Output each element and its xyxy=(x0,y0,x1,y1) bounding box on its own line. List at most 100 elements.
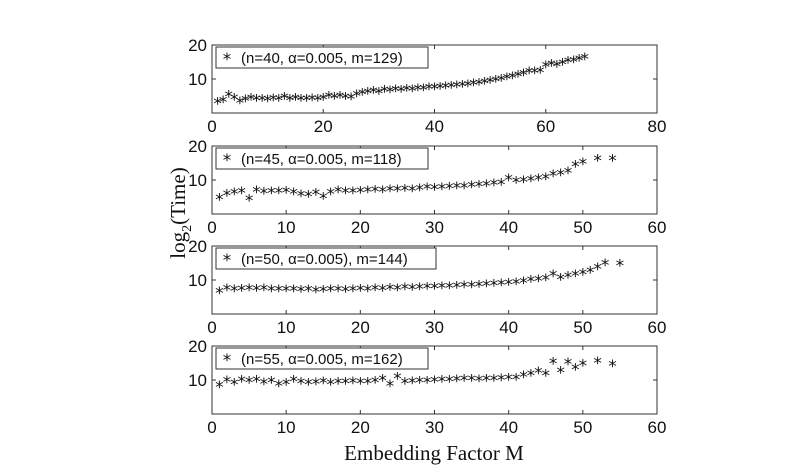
data-point: * xyxy=(575,51,584,71)
data-point: * xyxy=(475,177,484,197)
data-point: * xyxy=(237,184,246,204)
data-point: * xyxy=(215,191,224,211)
data-point: * xyxy=(289,185,298,205)
data-point: * xyxy=(237,282,246,302)
data-point: * xyxy=(393,369,402,389)
data-point: * xyxy=(556,166,565,186)
data-point: * xyxy=(558,55,567,75)
y-tick-label: 10 xyxy=(188,171,207,190)
data-point: * xyxy=(330,89,339,109)
data-point: * xyxy=(530,64,539,84)
data-point: * xyxy=(237,372,246,392)
data-point: * xyxy=(504,371,513,391)
data-point: * xyxy=(341,184,350,204)
data-point: * xyxy=(438,373,447,393)
data-point: * xyxy=(445,179,454,199)
data-point: * xyxy=(527,172,536,192)
data-point: * xyxy=(458,77,467,97)
data-point: * xyxy=(430,373,439,393)
data-point: * xyxy=(564,164,573,184)
data-point: * xyxy=(252,92,261,112)
data-point: * xyxy=(219,93,228,113)
x-tick-label: 0 xyxy=(207,117,216,136)
data-point: * xyxy=(375,84,384,104)
legend: * (n=55, α=0.005, m=162) xyxy=(215,347,429,371)
x-tick-label: 20 xyxy=(351,218,370,237)
data-point: * xyxy=(564,355,573,375)
data-point: * xyxy=(308,91,317,111)
legend-label: (n=40, α=0.005, m=129) xyxy=(241,50,403,67)
x-tick-label: 40 xyxy=(499,218,518,237)
data-point: * xyxy=(490,176,499,196)
data-point: * xyxy=(490,372,499,392)
data-point: * xyxy=(401,374,410,394)
data-point: * xyxy=(391,82,400,102)
legend-box xyxy=(215,147,429,170)
data-point: * xyxy=(223,281,232,301)
x-tick-label: 60 xyxy=(536,117,555,136)
data-point: * xyxy=(269,91,278,111)
data-point: * xyxy=(230,282,239,302)
data-point: * xyxy=(356,282,365,302)
data-point: * xyxy=(326,375,335,395)
data-point: * xyxy=(453,179,462,199)
data-point: * xyxy=(447,78,456,98)
data-point: * xyxy=(291,91,300,111)
data-point: * xyxy=(569,53,578,73)
data-point: * xyxy=(549,354,558,374)
legend: * (n=50, α=0.005), m=144) xyxy=(215,247,437,271)
data-point: * xyxy=(336,89,345,109)
data-point: * xyxy=(319,283,328,303)
data-point: * xyxy=(467,278,476,298)
data-point: * xyxy=(486,74,495,94)
y-axis-label-rest: (Time) xyxy=(166,167,190,225)
data-point: * xyxy=(469,76,478,96)
data-point: * xyxy=(616,256,625,276)
x-tick-label: 40 xyxy=(499,418,518,437)
data-point: * xyxy=(527,273,536,293)
data-point: * xyxy=(319,90,328,110)
data-point: * xyxy=(334,183,343,203)
data-point: * xyxy=(223,373,232,393)
data-point: * xyxy=(371,183,380,203)
data-point: * xyxy=(579,155,588,175)
data-point: * xyxy=(542,58,551,78)
data-point: * xyxy=(213,94,222,114)
data-point: * xyxy=(304,282,313,302)
legend-label: (n=55, α=0.005, m=162) xyxy=(241,351,403,368)
data-point: * xyxy=(460,278,469,298)
data-point: * xyxy=(423,374,432,394)
x-tick-label: 50 xyxy=(573,418,592,437)
data-point: * xyxy=(282,376,291,396)
data-point: * xyxy=(467,178,476,198)
data-point: * xyxy=(475,277,484,297)
x-tick-label: 60 xyxy=(648,318,667,337)
legend-marker: * xyxy=(223,251,232,271)
data-point: * xyxy=(319,189,328,209)
data-point: * xyxy=(275,184,284,204)
data-point: * xyxy=(571,360,580,380)
data-point: * xyxy=(378,282,387,302)
data-point: * xyxy=(475,372,484,392)
x-tick-label: 10 xyxy=(277,218,296,237)
data-point: * xyxy=(491,72,500,92)
data-point: * xyxy=(297,283,306,303)
data-point: * xyxy=(312,185,321,205)
data-point: * xyxy=(556,271,565,291)
data-point: * xyxy=(480,74,489,94)
panel-3: 0 10 20 30 40 50 60 10 20 * (n=50, α=0.005), m=144… xyxy=(188,237,666,337)
data-point: * xyxy=(508,69,517,89)
x-tick-label: 60 xyxy=(648,418,667,437)
data-point: * xyxy=(380,83,389,103)
x-tick-label: 0 xyxy=(207,318,216,337)
data-point: * xyxy=(347,90,356,110)
y-axis-label-main: log xyxy=(166,231,190,258)
data-point: * xyxy=(438,180,447,200)
data-point: * xyxy=(497,371,506,391)
data-point: * xyxy=(304,376,313,396)
legend-box xyxy=(215,247,437,270)
data-point: * xyxy=(349,184,358,204)
data-point: * xyxy=(275,282,284,302)
legend-label: (n=50, α=0.005), m=144) xyxy=(241,251,408,268)
data-point: * xyxy=(415,181,424,201)
